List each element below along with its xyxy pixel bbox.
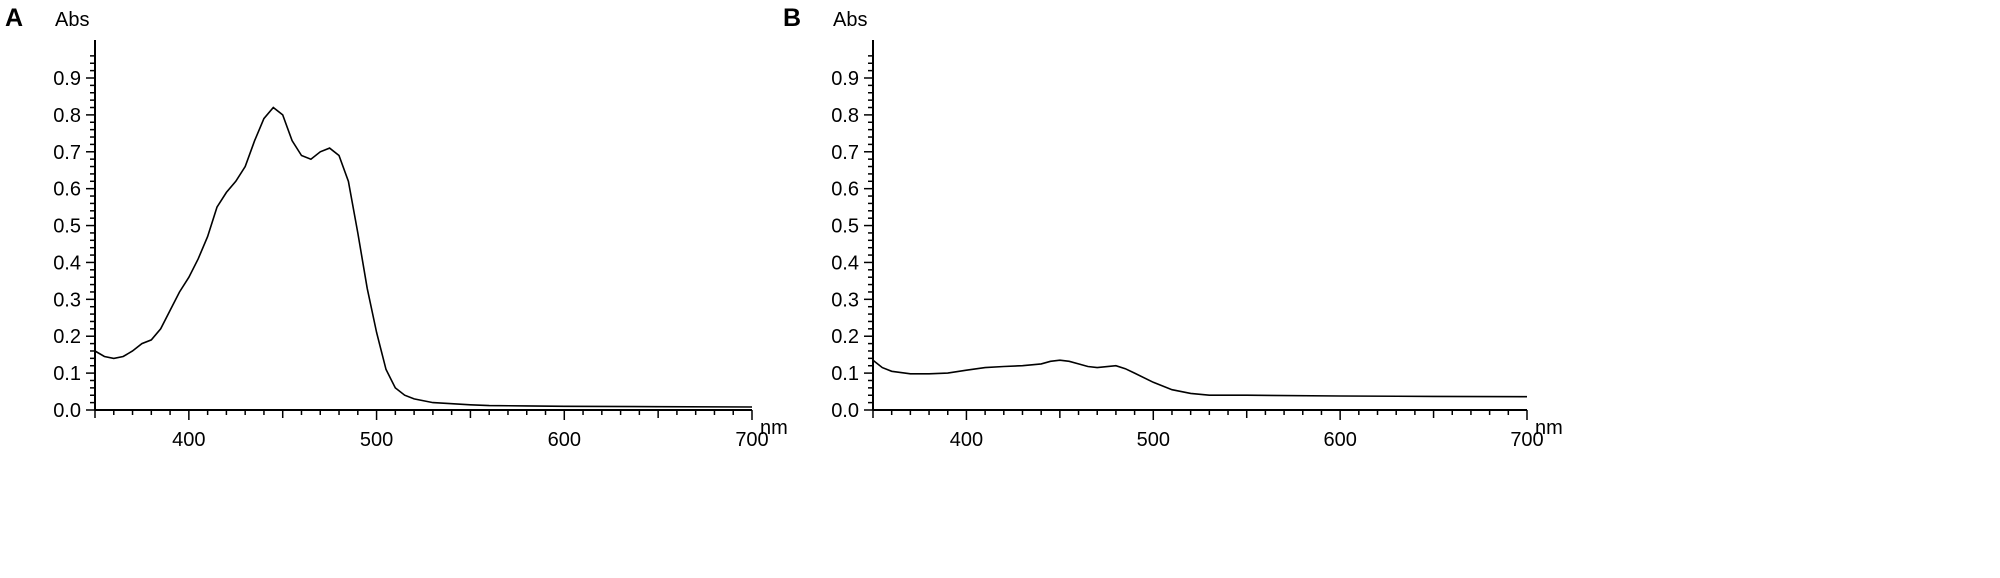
y-axis-title: Abs — [833, 9, 867, 31]
y-tick-label: 0.7 — [831, 142, 859, 164]
y-tick-label: 0.3 — [53, 289, 81, 311]
y-tick-label: 0.5 — [831, 216, 859, 238]
y-tick-label: 0.0 — [831, 400, 859, 422]
y-tick-label: 0.8 — [53, 105, 81, 127]
absorbance-spectrum-line — [94, 106, 753, 408]
panel-a-chart: A Abs nm 0.0 0.1 0.2 0.3 0.4 0.5 0.6 0.7 0.8 0.9 400 5… — [5, 4, 788, 451]
y-tick-label: 0.4 — [53, 252, 81, 274]
y-tick-label: 0.9 — [53, 68, 81, 90]
x-tick-label: 600 — [548, 429, 581, 451]
x-axis-title: nm — [760, 417, 788, 439]
y-tick-label: 0.1 — [831, 363, 859, 385]
y-tick-label: 0.4 — [831, 252, 859, 274]
y-tick-label: 0.2 — [831, 326, 859, 348]
y-tick-label: 0.7 — [53, 142, 81, 164]
y-tick-label: 0.2 — [53, 326, 81, 348]
y-tick-label: 0.5 — [53, 216, 81, 238]
absorbance-spectrum-line — [872, 359, 1528, 398]
y-tick-label: 0.9 — [831, 68, 859, 90]
x-tick-label: 400 — [950, 429, 983, 451]
x-tick-label: 700 — [735, 429, 768, 451]
y-tick-label: 0.6 — [53, 179, 81, 201]
panel-letter: B — [783, 4, 801, 32]
x-tick-label: 400 — [172, 429, 205, 451]
y-tick-label: 0.1 — [53, 363, 81, 385]
panel-letter: A — [5, 4, 23, 32]
panel-b-chart: B Abs nm 0.0 0.1 0.2 0.3 0.4 0.5 0.6 0.7 0.8 0.9 400 5… — [783, 4, 1563, 451]
x-tick-label: 700 — [1510, 429, 1543, 451]
y-tick-label: 0.8 — [831, 105, 859, 127]
y-tick-label: 0.6 — [831, 179, 859, 201]
x-tick-label: 500 — [1137, 429, 1170, 451]
y-tick-label: 0.0 — [53, 400, 81, 422]
y-tick-label: 0.3 — [831, 289, 859, 311]
x-axis-title: nm — [1535, 417, 1563, 439]
y-axis-title: Abs — [55, 9, 89, 31]
x-tick-label: 500 — [360, 429, 393, 451]
x-tick-label: 600 — [1323, 429, 1356, 451]
